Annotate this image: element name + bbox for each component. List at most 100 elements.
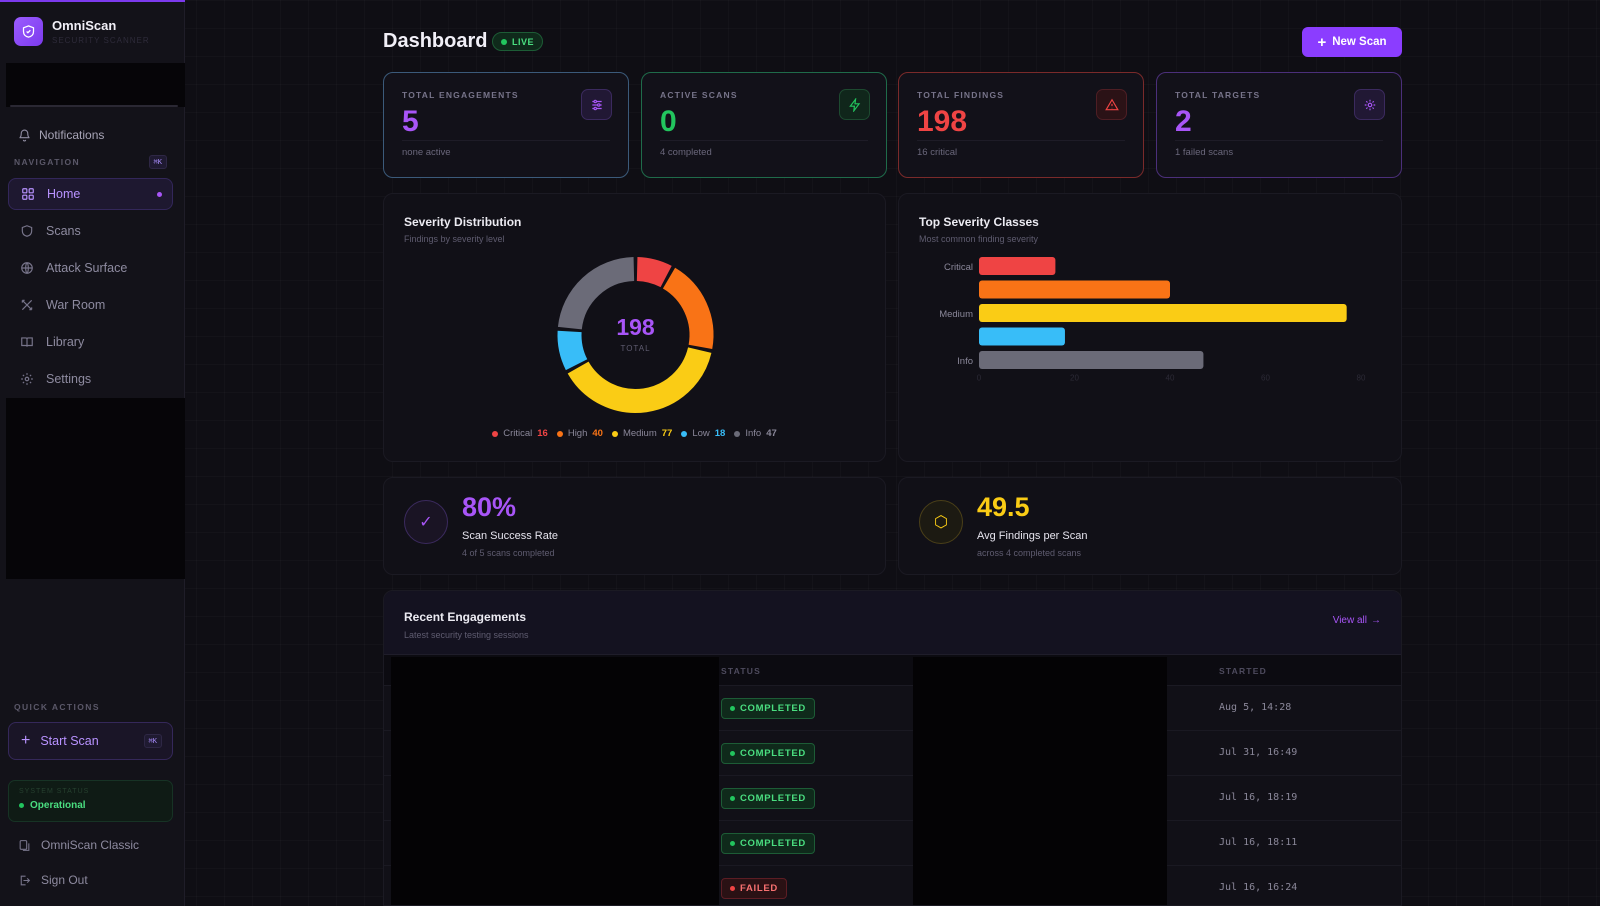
sidebar-item-attack-surface[interactable]: Attack Surface: [8, 252, 173, 284]
bar-critical[interactable]: [979, 257, 1056, 275]
page-title: Dashboard: [383, 30, 488, 52]
start-scan-shortcut: ⌘K: [143, 734, 162, 748]
arrow-right-icon: →: [1371, 615, 1381, 626]
table-row[interactable]: COMPLETED Aug 5, 14:28: [384, 686, 1401, 731]
sidebar-item-home[interactable]: Home: [8, 178, 173, 210]
donut-legend: Critical 16 High 40 Medium 77 Low 18 Info 47: [384, 428, 885, 439]
view-all-label: View all: [1332, 615, 1367, 626]
sidebar-item-settings[interactable]: Settings: [8, 363, 173, 395]
donut-slice-low[interactable]: [557, 330, 588, 371]
book-icon: [21, 337, 33, 347]
column-header-started[interactable]: STARTED: [1219, 666, 1267, 676]
sign-out-link[interactable]: Sign Out: [18, 873, 88, 887]
x-tick-label: 80: [1357, 374, 1366, 383]
stat-sub: none active: [402, 147, 451, 158]
status-badge: COMPLETED: [721, 833, 815, 854]
brand[interactable]: OmniScan SECURITY SCANNER: [14, 17, 150, 46]
donut-slice-high[interactable]: [662, 267, 714, 350]
donut-slice-medium[interactable]: [567, 346, 712, 413]
sidebar-item-war-room[interactable]: War Room: [8, 289, 173, 321]
status-badge: COMPLETED: [721, 698, 815, 719]
y-tick-label: Critical: [944, 262, 973, 273]
status-badge: COMPLETED: [721, 743, 815, 764]
started-time: Jul 16, 16:24: [1219, 882, 1298, 893]
crossed-swords-icon: [21, 299, 33, 311]
stat-card-total-targets[interactable]: TOTAL TARGETS 2 1 failed scans: [1156, 72, 1402, 178]
started-time: Jul 31, 16:49: [1219, 747, 1298, 758]
legend-item-medium: Medium 77: [611, 428, 672, 439]
gear-icon: [21, 373, 33, 385]
target-icon: [1354, 89, 1385, 120]
sliders-icon: [581, 89, 612, 120]
panel-subtitle: Latest security testing sessions: [404, 630, 529, 640]
donut-chart: [557, 257, 714, 413]
external-app-icon: [19, 839, 30, 851]
omniscan-classic-link[interactable]: OmniScan Classic: [18, 838, 139, 852]
status-dot-icon: [19, 803, 24, 808]
view-all-link[interactable]: View all →: [1333, 615, 1381, 626]
x-tick-label: 60: [1261, 374, 1270, 383]
donut-total: 198: [616, 314, 655, 340]
donut-slice-critical[interactable]: [636, 257, 672, 288]
table-row[interactable]: COMPLETED Jul 31, 16:49: [384, 731, 1401, 776]
notifications-link[interactable]: Notifications: [18, 128, 104, 142]
warning-icon: [1096, 89, 1127, 120]
sidebar-item-label: Scans: [46, 224, 81, 238]
metric-sub: across 4 completed scans: [977, 548, 1082, 558]
sidebar-item-label: Home: [47, 187, 81, 201]
table-row[interactable]: COMPLETED Jul 16, 18:11: [384, 821, 1401, 866]
bar-chart: Critical Medium Info 0 20 40 60 80: [939, 257, 1366, 383]
stat-card-active-scans[interactable]: ACTIVE SCANS 0 4 completed: [641, 72, 887, 178]
start-scan-button[interactable]: + Start Scan ⌘K: [8, 722, 173, 760]
legend-item-critical: Critical 16: [492, 428, 548, 439]
started-time: Aug 5, 14:28: [1219, 702, 1292, 713]
severity-distribution-panel: Severity Distribution Findings by severi…: [383, 193, 886, 462]
plus-icon: +: [1317, 33, 1327, 51]
table-row[interactable]: COMPLETED Jul 16, 18:19: [384, 776, 1401, 821]
nav-heading-row: NAVIGATION ⌘K: [14, 155, 167, 169]
metric-card-avg-findings: ⬡ 49.5 Avg Findings per Scan across 4 co…: [898, 477, 1402, 575]
shield-icon: [21, 225, 33, 237]
sidebar-item-label: War Room: [46, 298, 106, 312]
metric-value: 49.5: [977, 492, 1030, 522]
status-badge: COMPLETED: [721, 788, 815, 809]
stat-label: TOTAL FINDINGS: [917, 90, 1005, 100]
panel-title: Severity Distribution: [404, 215, 522, 229]
hexagon-icon: ⬡: [919, 500, 963, 544]
panel-title: Top Severity Classes: [919, 215, 1039, 229]
stat-card-total-findings[interactable]: TOTAL FINDINGS 198 16 critical: [898, 72, 1144, 178]
metric-label: Avg Findings per Scan: [977, 530, 1088, 542]
grid-icon: [22, 188, 34, 200]
bar-info[interactable]: [979, 351, 1204, 369]
donut-slice-info[interactable]: [557, 257, 635, 330]
table-row[interactable]: FAILED Jul 16, 16:24: [384, 866, 1401, 905]
metric-label: Scan Success Rate: [462, 530, 558, 542]
started-time: Jul 16, 18:11: [1219, 837, 1298, 848]
stat-value: 5: [402, 105, 419, 138]
live-dot-icon: [501, 38, 507, 45]
metric-card-success-rate: ✓ 80% Scan Success Rate 4 of 5 scans com…: [383, 477, 886, 575]
live-badge-label: LIVE: [512, 36, 535, 47]
bar-low[interactable]: [979, 327, 1065, 346]
system-status-value: Operational: [19, 800, 162, 811]
bar-medium[interactable]: [979, 304, 1347, 322]
check-icon: ✓: [404, 500, 448, 544]
legend-item-info: Info 47: [734, 428, 777, 439]
new-scan-label: New Scan: [1332, 36, 1387, 48]
bar-high[interactable]: [979, 280, 1170, 299]
sidebar-item-scans[interactable]: Scans: [8, 215, 173, 247]
bolt-icon: [839, 89, 870, 120]
sidebar: OmniScan SECURITY SCANNER Notifications …: [0, 0, 185, 906]
x-tick-label: 40: [1166, 374, 1175, 383]
stat-value: 0: [660, 105, 677, 138]
column-header-status[interactable]: STATUS: [721, 666, 761, 676]
quick-actions-heading: QUICK ACTIONS: [14, 702, 100, 712]
stat-card-total-engagements[interactable]: TOTAL ENGAGEMENTS 5 none active: [383, 72, 629, 178]
stat-sub: 4 completed: [660, 147, 712, 158]
sidebar-item-library[interactable]: Library: [8, 326, 173, 358]
sign-out-label: Sign Out: [41, 873, 88, 887]
sidebar-item-label: Settings: [46, 372, 92, 386]
metric-value: 80%: [462, 492, 517, 522]
legend-item-high: High 40: [556, 428, 603, 439]
new-scan-button[interactable]: + New Scan: [1302, 27, 1402, 57]
